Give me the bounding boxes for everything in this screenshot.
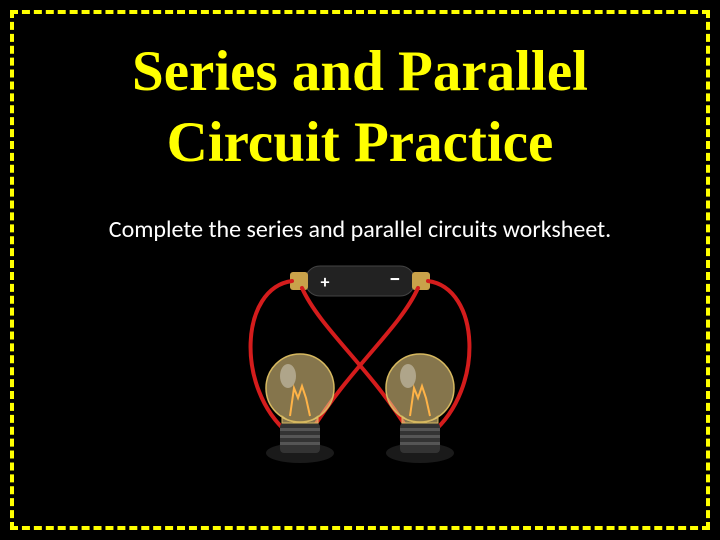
svg-text:−: − (390, 265, 401, 292)
bulb-right-icon (386, 354, 454, 463)
circuit-diagram-container: + − (40, 258, 680, 511)
circuit-diagram: + − (210, 258, 510, 478)
slide-title: Series and Parallel Circuit Practice (40, 36, 680, 179)
svg-text:+: + (321, 271, 330, 293)
bulb-left-icon (266, 354, 334, 463)
slide-content: Series and Parallel Circuit Practice Com… (10, 10, 710, 530)
slide-subtitle: Complete the series and parallel circuit… (109, 215, 611, 244)
